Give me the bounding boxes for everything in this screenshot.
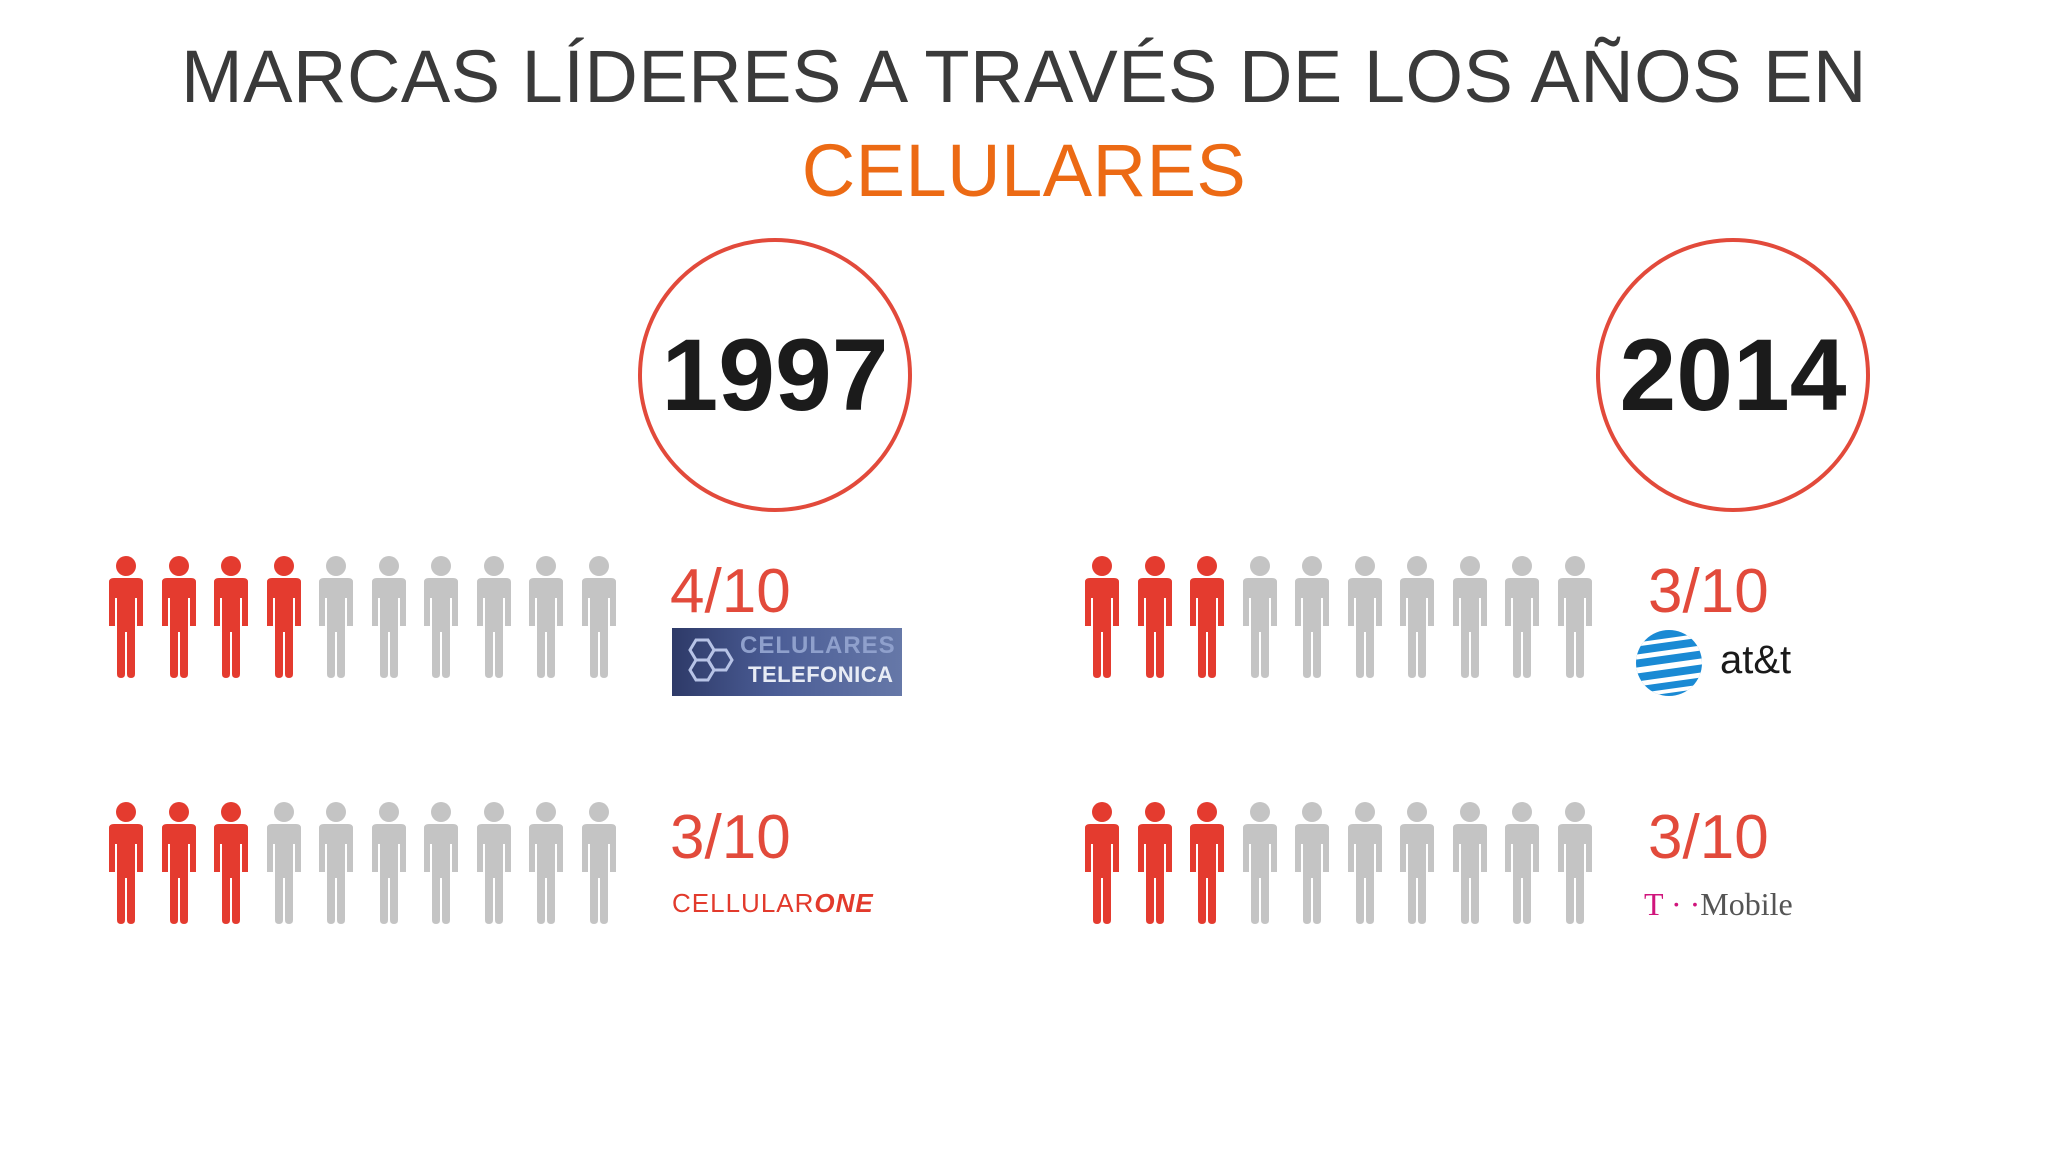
person-icon-filled	[1181, 554, 1234, 680]
telefonica-logo-line-2: TELEFONICA	[748, 662, 894, 687]
person-icon-empty	[363, 800, 416, 926]
title-line-1: MARCAS LÍDERES A TRAVÉS DE LOS AÑOS EN	[181, 35, 1867, 118]
telefonica-logo-line-1: CELULARES	[740, 632, 896, 659]
person-icon-empty	[1339, 800, 1392, 926]
person-icon-empty	[1549, 554, 1602, 680]
person-icon-filled	[153, 554, 206, 680]
person-icon-empty	[1234, 554, 1287, 680]
person-icon-empty	[310, 800, 363, 926]
person-icon-filled	[258, 554, 311, 680]
person-icon-filled	[1129, 800, 1182, 926]
page-title: MARCAS LÍDERES A TRAVÉS DE LOS AÑOS EN C…	[0, 30, 2048, 218]
year-label-2014: 2014	[1619, 317, 1847, 432]
person-icon-empty	[1286, 800, 1339, 926]
people-group	[1076, 800, 1601, 926]
cellularone-logo-text: CELLULAR	[672, 888, 815, 918]
person-icon-empty	[1286, 554, 1339, 680]
person-icon-filled	[205, 554, 258, 680]
score-1997-cellularone: 3/10	[670, 803, 791, 872]
year-label-1997: 1997	[661, 317, 889, 432]
person-icon-empty	[415, 800, 468, 926]
pictogram-row-2014-att	[1076, 554, 1601, 680]
person-icon-filled	[100, 800, 153, 926]
att-logo-text: at&t	[1720, 638, 1792, 682]
cellularone-logo-one: ONE	[814, 888, 874, 918]
att-logo: at&t	[1634, 628, 1824, 698]
cellularone-logo: CELLULARONE	[672, 888, 874, 919]
telefonica-logo: CELULARES TELEFONICA	[672, 628, 902, 696]
score-2014-tmobile: 3/10	[1648, 803, 1769, 872]
person-icon-empty	[415, 554, 468, 680]
person-icon-filled	[1076, 800, 1129, 926]
person-icon-empty	[1549, 800, 1602, 926]
people-group	[1076, 554, 1601, 680]
tmobile-logo: T · ·Mobile	[1644, 886, 1793, 923]
globe-icon	[1636, 630, 1702, 696]
person-icon-filled	[153, 800, 206, 926]
title-line-2: CELULARES	[801, 129, 1247, 212]
year-circle-2014: 2014	[1596, 238, 1870, 512]
year-circle-1997: 1997	[638, 238, 912, 512]
person-icon-filled	[1181, 800, 1234, 926]
hexagon-icon	[688, 638, 734, 682]
people-group	[100, 554, 625, 680]
person-icon-empty	[520, 554, 573, 680]
person-icon-filled	[205, 800, 258, 926]
pictogram-row-2014-tmobile	[1076, 800, 1601, 926]
pictogram-row-1997-cellularone	[100, 800, 625, 926]
person-icon-empty	[1496, 800, 1549, 926]
score-1997-telefonica: 4/10	[670, 557, 791, 626]
tmobile-logo-t: T	[1644, 886, 1663, 922]
tmobile-logo-dots: · ·	[1670, 886, 1701, 922]
person-icon-empty	[1339, 554, 1392, 680]
people-group	[100, 800, 625, 926]
person-icon-empty	[573, 554, 626, 680]
person-icon-empty	[468, 800, 521, 926]
person-icon-empty	[1234, 800, 1287, 926]
person-icon-empty	[1496, 554, 1549, 680]
person-icon-filled	[1129, 554, 1182, 680]
tmobile-logo-name: Mobile	[1700, 886, 1793, 922]
person-icon-filled	[100, 554, 153, 680]
person-icon-empty	[468, 554, 521, 680]
pictogram-row-1997-telefonica	[100, 554, 625, 680]
person-icon-empty	[1391, 800, 1444, 926]
person-icon-empty	[258, 800, 311, 926]
person-icon-empty	[363, 554, 416, 680]
score-2014-att: 3/10	[1648, 557, 1769, 626]
person-icon-empty	[1444, 800, 1497, 926]
person-icon-filled	[1076, 554, 1129, 680]
person-icon-empty	[1391, 554, 1444, 680]
person-icon-empty	[310, 554, 363, 680]
person-icon-empty	[520, 800, 573, 926]
person-icon-empty	[573, 800, 626, 926]
person-icon-empty	[1444, 554, 1497, 680]
